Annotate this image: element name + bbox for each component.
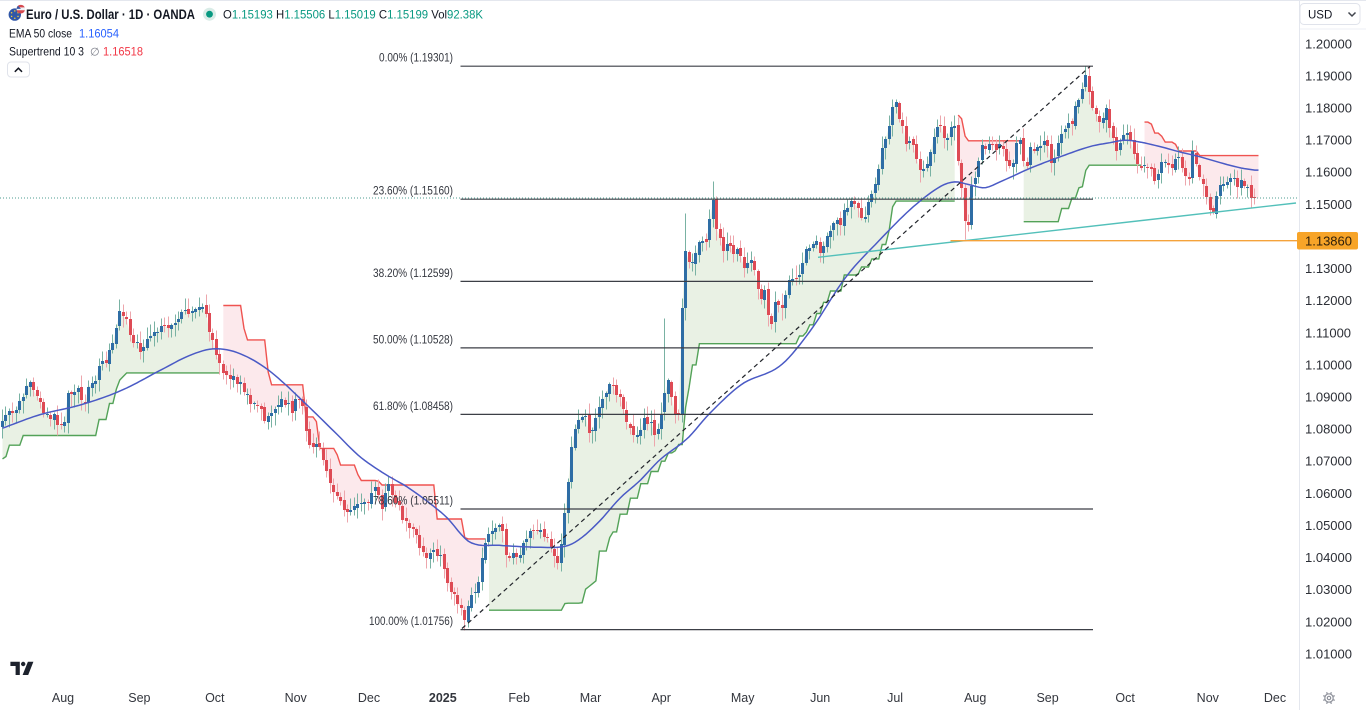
- svg-text:1.04000: 1.04000: [1305, 550, 1352, 565]
- svg-text:Oct: Oct: [205, 691, 225, 705]
- svg-text:1.02000: 1.02000: [1305, 614, 1352, 629]
- svg-text:1.01000: 1.01000: [1305, 646, 1352, 661]
- svg-text:1.10000: 1.10000: [1305, 357, 1352, 372]
- svg-text:1.16518: 1.16518: [103, 45, 143, 59]
- svg-text:1.08000: 1.08000: [1305, 422, 1352, 437]
- svg-text:Sep: Sep: [1036, 691, 1058, 705]
- svg-text:∅: ∅: [90, 47, 100, 59]
- svg-text:38.20% (1.12599): 38.20% (1.12599): [373, 268, 453, 280]
- svg-text:Apr: Apr: [651, 691, 670, 705]
- svg-text:1.16054: 1.16054: [79, 27, 119, 41]
- svg-text:Sep: Sep: [128, 691, 150, 705]
- svg-text:23.60% (1.15160): 23.60% (1.15160): [373, 186, 453, 198]
- svg-text:1.09000: 1.09000: [1305, 390, 1352, 405]
- svg-text:1.15000: 1.15000: [1305, 197, 1352, 212]
- svg-text:Aug: Aug: [52, 691, 74, 705]
- svg-text:1.11000: 1.11000: [1305, 325, 1351, 340]
- svg-text:1.19000: 1.19000: [1305, 68, 1352, 83]
- svg-text:O1.15193 H1.15506 L1.15019 C1.: O1.15193 H1.15506 L1.15019 C1.15199 Vol9…: [223, 8, 483, 22]
- svg-text:1.06000: 1.06000: [1305, 486, 1352, 501]
- svg-text:1.18000: 1.18000: [1305, 101, 1352, 116]
- svg-text:Nov: Nov: [285, 691, 308, 705]
- svg-text:2025: 2025: [429, 691, 457, 705]
- svg-text:1.13860: 1.13860: [1305, 233, 1352, 248]
- svg-text:1.03000: 1.03000: [1305, 582, 1352, 597]
- svg-text:Jul: Jul: [887, 691, 903, 705]
- svg-text:1.07000: 1.07000: [1305, 454, 1352, 469]
- svg-text:Dec: Dec: [1264, 691, 1286, 705]
- svg-text:1.17000: 1.17000: [1305, 133, 1352, 148]
- svg-text:Aug: Aug: [964, 691, 986, 705]
- svg-text:Supertrend 10 3: Supertrend 10 3: [9, 45, 84, 59]
- svg-text:Euro / U.S. Dollar · 1D · OAND: Euro / U.S. Dollar · 1D · OANDA: [26, 7, 195, 22]
- svg-text:1.12000: 1.12000: [1305, 293, 1352, 308]
- svg-text:Dec: Dec: [358, 691, 380, 705]
- svg-text:78.60% (1.05511): 78.60% (1.05511): [373, 496, 453, 508]
- svg-text:Oct: Oct: [1115, 691, 1135, 705]
- svg-text:1.20000: 1.20000: [1305, 36, 1352, 51]
- svg-text:May: May: [731, 691, 755, 705]
- svg-text:1.16000: 1.16000: [1305, 165, 1352, 180]
- svg-text:61.80% (1.08458): 61.80% (1.08458): [373, 401, 453, 413]
- svg-text:100.00% (1.01756): 100.00% (1.01756): [369, 616, 453, 628]
- svg-text:50.00% (1.10528): 50.00% (1.10528): [373, 334, 453, 346]
- svg-text:EMA 50 close: EMA 50 close: [9, 27, 72, 41]
- svg-text:0.00% (1.19301): 0.00% (1.19301): [379, 53, 453, 65]
- svg-text:USD: USD: [1308, 10, 1332, 22]
- svg-text:Feb: Feb: [508, 691, 530, 705]
- svg-text:Jun: Jun: [810, 691, 830, 705]
- svg-text:Mar: Mar: [580, 691, 602, 705]
- svg-text:1.13000: 1.13000: [1305, 261, 1352, 276]
- svg-text:1.05000: 1.05000: [1305, 518, 1352, 533]
- svg-text:Nov: Nov: [1197, 691, 1220, 705]
